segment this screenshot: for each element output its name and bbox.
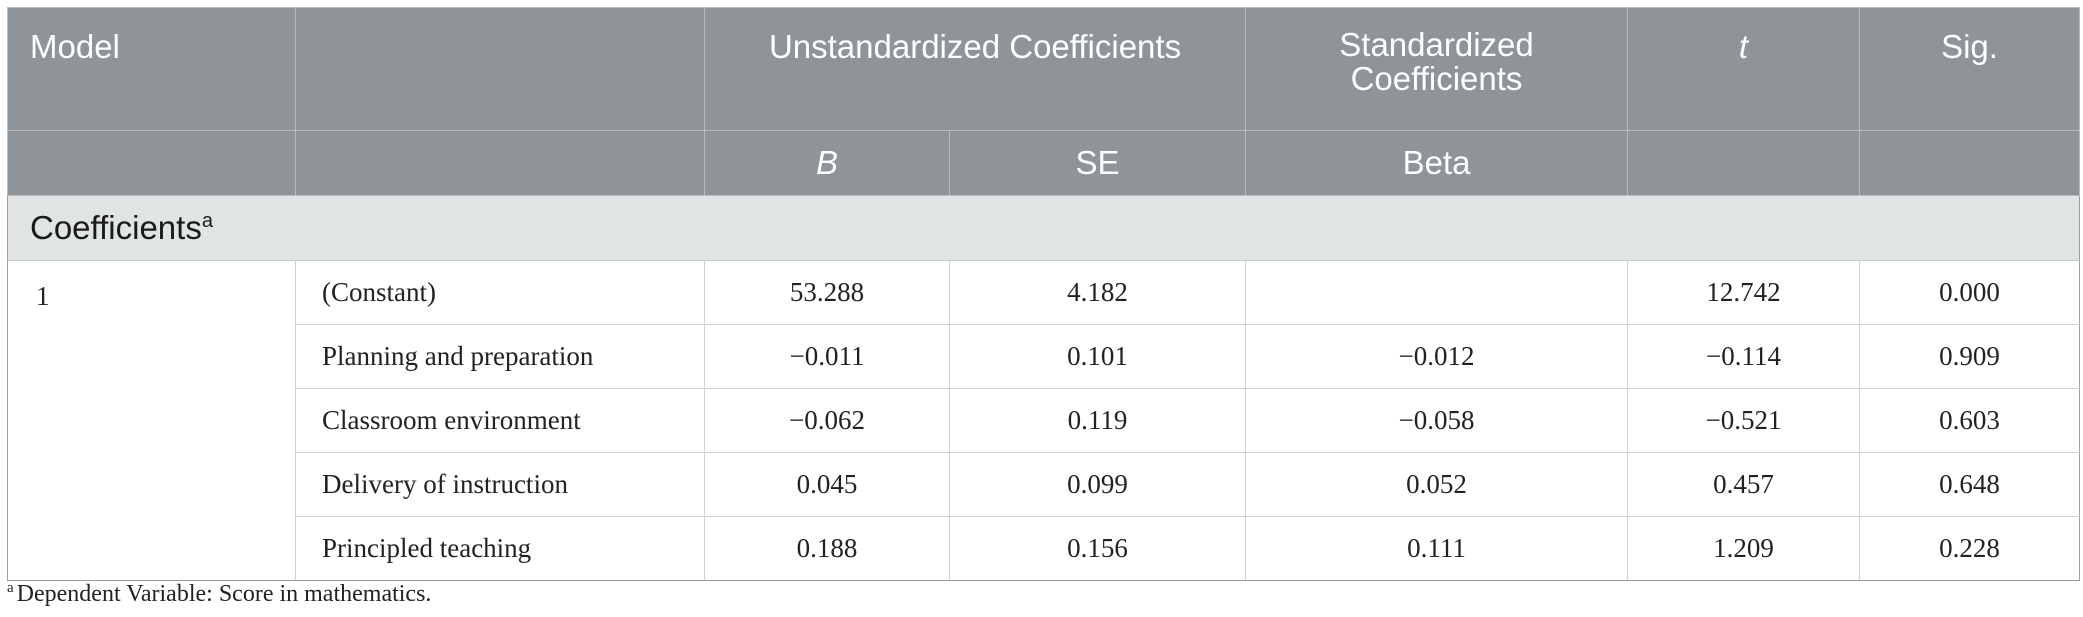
table-row: Delivery of instruction 0.045 0.099 0.05… [8,452,2081,517]
value-beta [1245,260,1629,325]
header-sig: Sig. [1859,7,2081,131]
value-beta: −0.058 [1245,388,1629,453]
header-b-text: B [815,144,838,181]
value-beta: −0.012 [1245,324,1629,389]
variable-name: Classroom environment [295,388,705,453]
header-row-1: Model Unstandardized Coefficients Standa… [7,7,2081,131]
coefficients-table: Model Unstandardized Coefficients Standa… [6,7,2081,581]
variable-name: Delivery of instruction [295,452,705,517]
header2-t-empty [1627,130,1861,196]
header2-model-empty [7,130,296,196]
table-row: 1 (Constant) 53.288 4.182 12.742 0.000 [7,260,2081,581]
value-se: 0.099 [948,452,1247,517]
value-beta: 0.111 [1245,516,1629,581]
footnote-text: Dependent Variable: Score in mathematics… [16,581,432,607]
value-t: 12.742 [1627,260,1861,325]
group-label: Coefficientsa [6,195,2081,261]
value-b: 53.288 [704,260,950,325]
variable-name: (Constant) [295,260,705,325]
variable-name: Planning and preparation [295,324,705,389]
header-t: t [1627,7,1861,131]
value-se: 0.119 [948,388,1247,453]
value-sig: 0.909 [1859,324,2081,389]
group-footnote-marker: a [201,210,213,232]
value-sig: 0.228 [1859,516,2081,581]
group-row: Coefficientsa [6,195,2081,261]
value-beta: 0.052 [1245,452,1629,517]
header-standardized: Standardized Coefficients [1245,7,1629,131]
header-unstandardized: Unstandardized Coefficients [703,7,1247,131]
value-b: −0.011 [704,324,950,389]
value-b: 0.045 [704,452,950,517]
value-t: 0.457 [1627,452,1861,517]
header-model: Model [7,7,296,131]
value-se: 0.101 [948,324,1247,389]
group-label-text: Coefficients [30,209,202,246]
table-row: Planning and preparation −0.011 0.101 −0… [8,324,2081,389]
value-sig: 0.000 [1859,260,2081,325]
value-b: −0.062 [704,388,950,453]
header-row-2: B SE Beta [7,130,2081,196]
model-number: 1 [7,260,296,581]
value-t: −0.521 [1627,388,1861,453]
header-se: SE [948,130,1247,196]
header2-sig-empty [1859,130,2081,196]
header-beta: Beta [1245,130,1629,196]
header2-variable-empty [295,130,705,196]
table-row: Classroom environment −0.062 0.119 −0.05… [8,388,2081,453]
header-b: B [704,130,950,196]
value-t: −0.114 [1627,324,1861,389]
footnote-marker: a [7,580,14,596]
value-sig: 0.603 [1859,388,2081,453]
table-footnote: a Dependent Variable: Score in mathematic… [7,580,431,608]
value-t: 1.209 [1627,516,1861,581]
header-t-text: t [1738,28,1749,65]
table-row: Principled teaching 0.188 0.156 0.111 1.… [8,516,2081,581]
header-variable-empty [295,7,705,131]
value-sig: 0.648 [1859,452,2081,517]
value-se: 4.182 [948,260,1247,325]
value-se: 0.156 [948,516,1247,581]
variable-name: Principled teaching [295,516,705,581]
value-b: 0.188 [704,516,950,581]
coefficients-table-container: Model Unstandardized Coefficients Standa… [6,7,2081,581]
